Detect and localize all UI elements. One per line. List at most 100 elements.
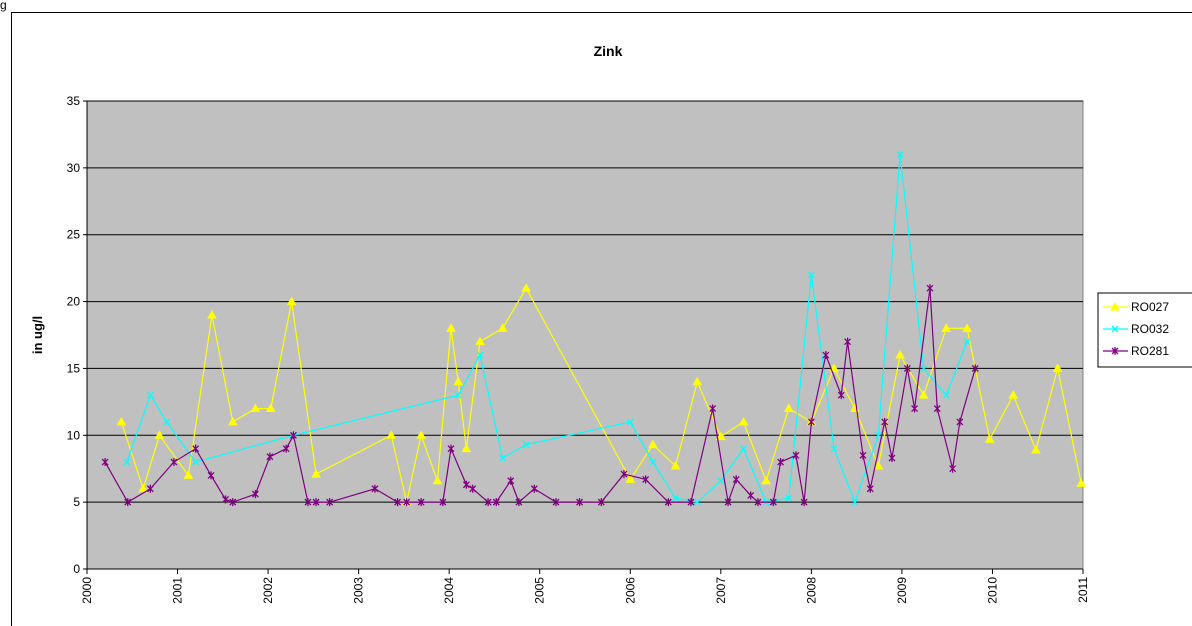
marker — [844, 337, 852, 346]
marker — [453, 376, 464, 386]
marker — [146, 484, 154, 493]
marker — [830, 445, 838, 453]
marker — [933, 404, 941, 413]
marker — [417, 498, 425, 507]
marker — [739, 445, 747, 453]
y-axis-label: in ug/l — [30, 316, 45, 354]
marker — [138, 483, 148, 493]
marker — [446, 323, 456, 332]
legend-label: RO281 — [1131, 344, 1169, 358]
marker — [769, 498, 777, 507]
marker — [732, 475, 740, 484]
marker — [920, 364, 928, 372]
marker — [911, 404, 919, 413]
y-tick-label: 20 — [67, 295, 81, 309]
x-tick-label: 2005 — [533, 577, 547, 604]
marker — [687, 498, 695, 507]
marker — [873, 461, 884, 470]
marker — [507, 476, 515, 485]
marker — [250, 403, 261, 413]
marker — [747, 491, 755, 500]
marker — [461, 443, 472, 453]
marker — [222, 495, 229, 504]
marker — [311, 469, 321, 478]
marker — [266, 452, 274, 461]
marker — [785, 494, 793, 502]
marker — [154, 430, 165, 439]
marker — [227, 416, 238, 426]
marker — [432, 475, 443, 485]
marker — [626, 418, 634, 426]
marker — [530, 484, 538, 493]
x-tick-label: 2001 — [171, 577, 185, 604]
marker — [896, 151, 904, 158]
marker — [251, 490, 259, 499]
marker — [918, 390, 929, 399]
marker — [371, 484, 379, 493]
marker — [620, 470, 628, 479]
y-tick-label: 35 — [67, 94, 81, 108]
marker — [648, 439, 658, 449]
marker — [403, 498, 411, 507]
marker — [693, 498, 701, 506]
marker — [326, 498, 334, 507]
legend-marker — [1110, 301, 1120, 311]
marker — [672, 494, 680, 502]
marker — [116, 416, 127, 426]
marker — [800, 498, 808, 507]
marker — [963, 338, 971, 346]
marker — [124, 498, 132, 507]
marker — [1008, 390, 1019, 399]
marker — [469, 484, 477, 493]
marker — [956, 417, 964, 426]
x-tick-label: 2008 — [804, 577, 818, 604]
marker — [851, 498, 859, 506]
marker — [101, 458, 109, 467]
legend-label: RO032 — [1131, 322, 1169, 336]
marker — [439, 498, 447, 507]
marker — [289, 431, 297, 440]
marker — [783, 403, 794, 413]
marker — [822, 351, 830, 360]
marker — [941, 323, 952, 332]
marker — [282, 444, 290, 453]
marker — [642, 475, 650, 484]
x-tick-label: 2002 — [261, 577, 275, 604]
marker — [499, 454, 507, 462]
marker — [265, 403, 276, 413]
y-tick-label: 0 — [73, 562, 80, 576]
marker — [304, 498, 312, 507]
marker — [664, 498, 672, 507]
marker — [754, 498, 762, 507]
marker — [984, 434, 995, 443]
marker — [724, 498, 732, 507]
marker — [597, 498, 605, 507]
x-tick-label: 2010 — [985, 577, 999, 604]
x-tick-label: 2003 — [352, 577, 366, 604]
x-tick-label: 2004 — [442, 577, 456, 604]
marker — [715, 431, 726, 441]
marker — [447, 444, 455, 453]
y-tick-label: 5 — [73, 495, 80, 509]
legend-marker — [1111, 347, 1119, 355]
marker — [649, 458, 657, 466]
marker — [416, 430, 426, 439]
marker — [926, 284, 934, 293]
chart-title: Zink — [594, 43, 623, 59]
caption: g — [0, 0, 7, 12]
marker — [170, 458, 178, 467]
y-tick-label: 25 — [67, 228, 81, 242]
marker — [942, 391, 950, 399]
marker — [576, 498, 584, 507]
marker — [1031, 444, 1041, 454]
marker — [859, 451, 867, 460]
marker — [286, 296, 297, 306]
y-tick-label: 30 — [67, 161, 81, 175]
marker — [475, 336, 485, 346]
marker — [312, 498, 320, 507]
marker — [1052, 363, 1063, 372]
marker — [866, 484, 874, 493]
marker — [454, 391, 462, 399]
marker — [971, 364, 979, 373]
